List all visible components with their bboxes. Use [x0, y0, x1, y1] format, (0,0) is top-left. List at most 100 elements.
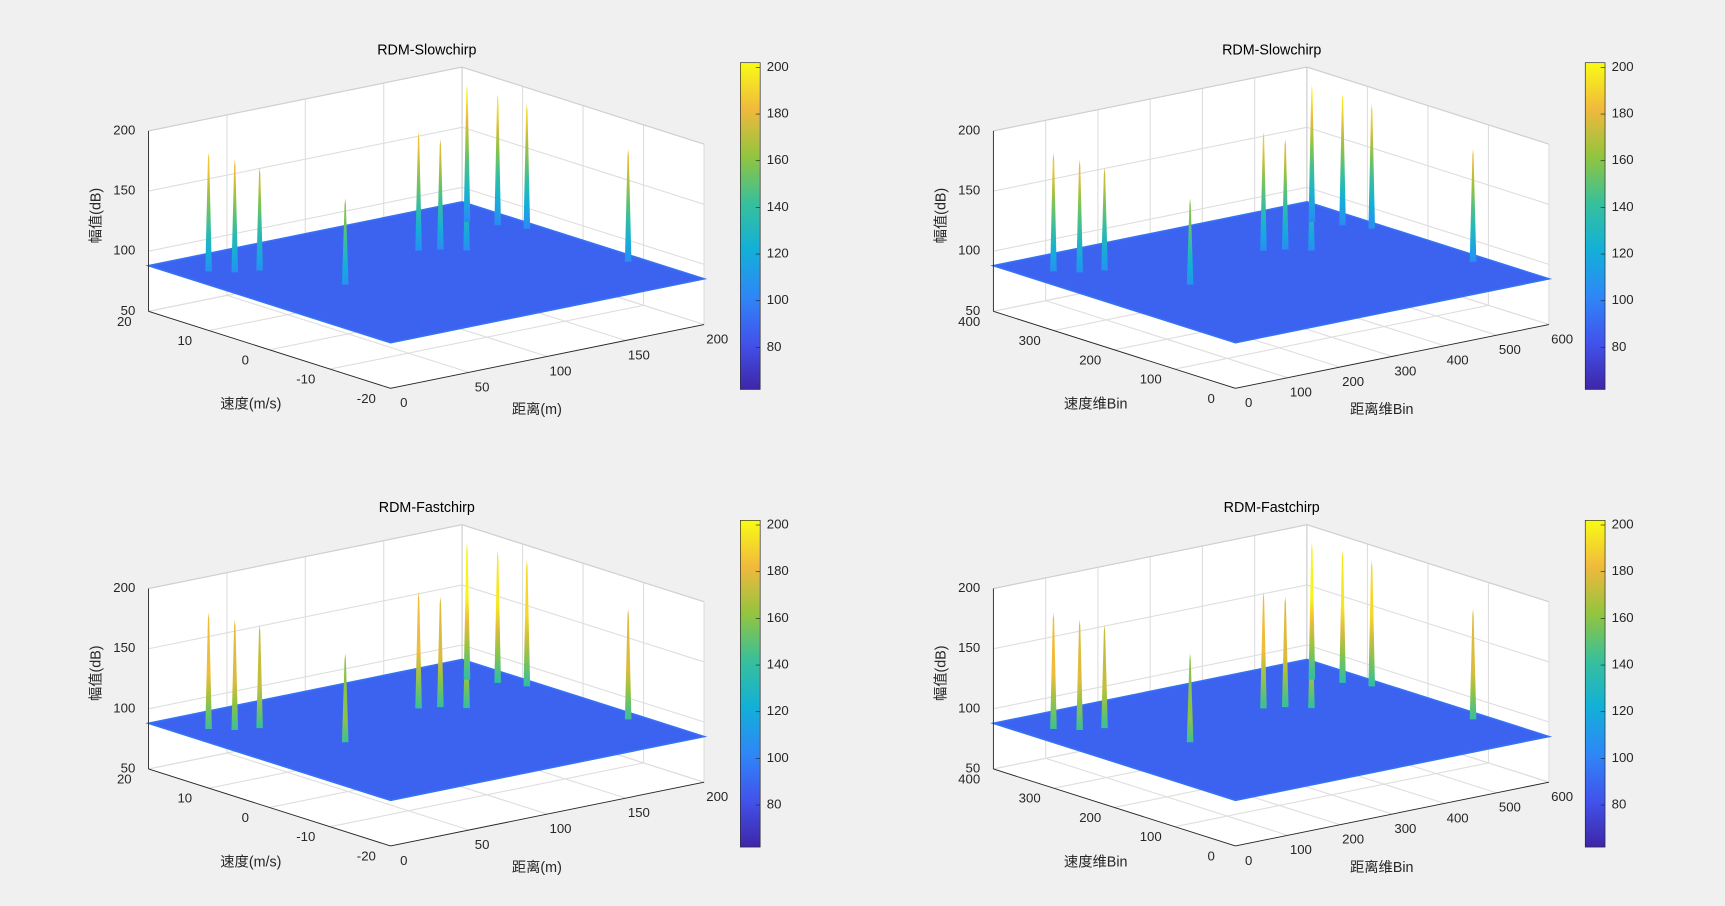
- peak: [341, 198, 349, 285]
- grid-line: [1174, 124, 1489, 370]
- y-tick-label: 0: [1208, 848, 1215, 863]
- colorbar-tick-label: 100: [1612, 750, 1634, 765]
- peak: [1281, 139, 1289, 250]
- z-tick-label: 200: [113, 580, 135, 595]
- x-tick-label: 500: [1499, 800, 1521, 815]
- peak: [523, 560, 531, 687]
- peak: [1469, 608, 1477, 720]
- colorbar-tick-label: 100: [1612, 292, 1634, 307]
- z-tick-label: 100: [958, 243, 980, 258]
- colorbar-tick-label: 200: [767, 516, 789, 531]
- z-tick-label: 200: [958, 122, 980, 137]
- colorbar: 80 100 120 140 160 180 200: [1584, 59, 1634, 390]
- colorbar-tick-label: 100: [767, 750, 789, 765]
- peak: [1368, 103, 1376, 229]
- z-axis-label: 幅值(dB): [932, 188, 949, 244]
- y-tick-label: 10: [177, 333, 192, 348]
- x-tick-label: 600: [1551, 789, 1573, 804]
- colorbar-fill: [1584, 62, 1606, 390]
- colorbar-tick-label: 120: [767, 246, 789, 261]
- surface-floor: [990, 658, 1553, 802]
- y-tick-label: -20: [357, 848, 376, 863]
- surface-floor: [990, 201, 1553, 344]
- peak: [437, 139, 444, 250]
- peak: [256, 167, 263, 271]
- y-tick-label: 300: [1019, 791, 1041, 806]
- peak: [1260, 131, 1267, 251]
- peak: [1186, 198, 1194, 285]
- y-tick-label: 20: [117, 771, 132, 786]
- z-tick-label: 150: [958, 183, 980, 198]
- y-tick-label: 100: [1140, 372, 1162, 387]
- colorbar-tick-label: 160: [767, 152, 789, 167]
- peak: [494, 550, 501, 683]
- peak: [1101, 624, 1108, 729]
- x-axis-label: 距离维Bin: [1350, 859, 1414, 876]
- peak: [415, 591, 422, 709]
- z-tick-label: 100: [113, 700, 135, 715]
- x-tick-label: 150: [628, 805, 650, 820]
- colorbar-tick-label: 200: [767, 59, 789, 74]
- axis-line: [993, 310, 1236, 389]
- x-tick-label: 300: [1394, 363, 1416, 378]
- peak: [205, 612, 212, 730]
- z-tick-label: 50: [121, 303, 136, 318]
- x-tick-label: 500: [1499, 342, 1521, 357]
- z-tick-label: 200: [958, 580, 980, 595]
- peak: [256, 624, 263, 729]
- peak: [1368, 560, 1376, 687]
- colorbar-tick-label: 180: [1612, 563, 1634, 578]
- z-tick-label: 50: [966, 303, 981, 318]
- peak: [1101, 167, 1108, 271]
- x-axis-label: 距离(m): [512, 401, 562, 418]
- x-tick-label: 150: [628, 347, 650, 362]
- x-tick-label: 0: [1245, 853, 1252, 868]
- y-tick-label: 0: [242, 352, 249, 367]
- peak: [523, 103, 531, 229]
- subplot: 0100200300400500600010020030040050100150…: [932, 500, 1633, 876]
- colorbar-tick-label: 80: [767, 339, 782, 354]
- colorbar: 80 100 120 140 160 180 200: [740, 516, 789, 848]
- z-axis-label: 幅值(dB): [88, 645, 105, 701]
- subplot: 050100150200-20-100102050100150200RDM-Sl…: [88, 42, 789, 418]
- y-tick-label: 200: [1079, 810, 1101, 825]
- y-tick-label: -20: [357, 391, 376, 406]
- x-tick-label: 200: [1342, 374, 1364, 389]
- axis-line: [390, 324, 705, 389]
- colorbar: 80 100 120 140 160 180 200: [1584, 516, 1634, 848]
- colorbar-tick-label: 140: [1612, 199, 1634, 214]
- peak: [624, 148, 632, 262]
- x-axis-label: 距离维Bin: [1350, 401, 1414, 418]
- x-tick-label: 50: [475, 837, 490, 852]
- colorbar-tick-label: 180: [767, 563, 789, 578]
- y-axis-label: 速度维Bin: [1064, 396, 1128, 413]
- subplot: 0100200300400500600010020030040050100150…: [932, 42, 1633, 418]
- peak: [341, 653, 349, 743]
- x-tick-label: 400: [1447, 353, 1469, 368]
- chart-title: RDM-Slowchirp: [377, 42, 476, 58]
- z-tick-label: 200: [113, 122, 135, 137]
- subplot: 050100150200-20-100102050100150200RDM-Fa…: [88, 500, 789, 876]
- colorbar-tick-label: 80: [1612, 339, 1627, 354]
- y-axis-label: 速度维Bin: [1064, 853, 1128, 870]
- colorbar-fill: [1584, 520, 1606, 848]
- x-tick-label: 200: [706, 331, 728, 346]
- peak: [231, 159, 239, 273]
- y-tick-label: -10: [296, 372, 315, 387]
- colorbar-tick-label: 140: [1612, 657, 1634, 672]
- y-tick-label: 400: [958, 771, 980, 786]
- peak: [494, 94, 501, 226]
- colorbar-tick-label: 160: [767, 610, 789, 625]
- z-axis-label: 幅值(dB): [88, 188, 105, 244]
- x-tick-label: 600: [1551, 331, 1573, 346]
- figure-content: 0 50 100 150 200 -20 -10 0 10 20 50 100 150 200 RDM-Sl…: [88, 42, 1634, 875]
- colorbar-tick-label: 180: [1612, 106, 1634, 121]
- peak: [1281, 596, 1289, 708]
- peak: [415, 131, 422, 251]
- colorbar-tick-label: 140: [767, 199, 789, 214]
- peak: [437, 596, 444, 708]
- x-tick-label: 300: [1394, 821, 1416, 836]
- peak: [231, 619, 239, 731]
